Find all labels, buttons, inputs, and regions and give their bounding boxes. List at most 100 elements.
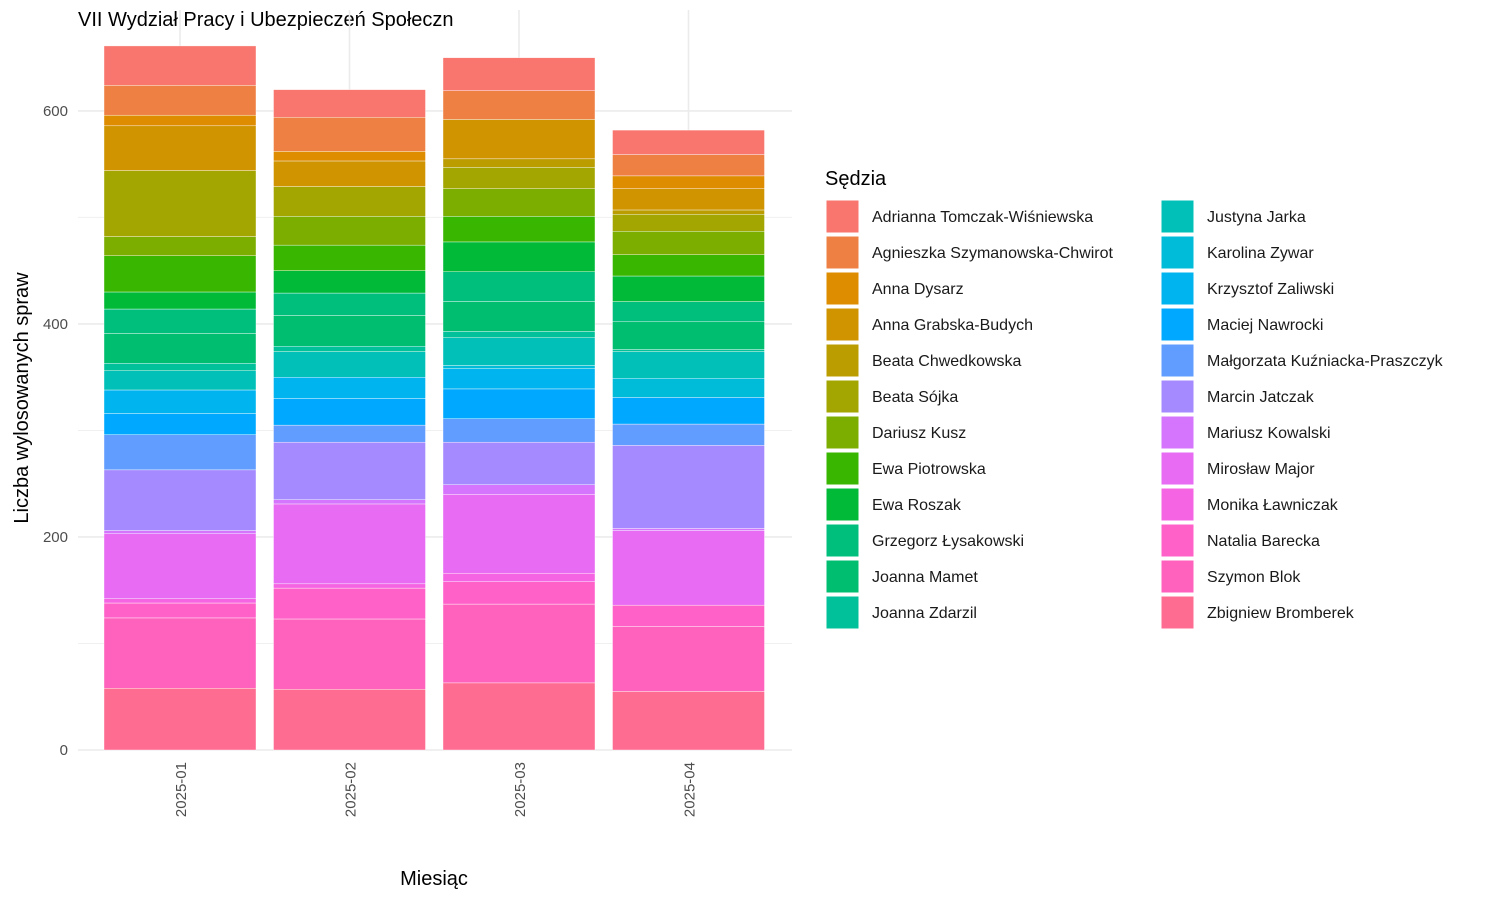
bar-segment [273,587,426,620]
bar-segment [612,231,765,255]
bar-segment [442,167,596,189]
bar-segment [273,351,426,378]
legend-key [1160,379,1195,414]
bar-segment [442,57,596,91]
legend-key [1160,307,1195,342]
bar-segment [612,209,765,215]
legend-key [825,271,860,306]
bar-segment [103,236,257,256]
bar-segment [612,530,765,606]
bar-segment [103,469,257,531]
bar-segment [442,418,596,443]
bar-segment [103,255,257,293]
legend-key [825,235,860,270]
legend-label: Małgorzata Kuźniacka-Praszczyk [1207,353,1444,370]
bar-segment [103,170,257,237]
legend-label: Joanna Zdarzil [872,605,977,622]
bar-segment [442,331,596,338]
bar-segment [612,423,765,446]
bar-segment [612,154,765,177]
bar-segment [103,434,257,471]
legend-label: Anna Dysarz [872,281,964,298]
bar-segment [103,533,257,599]
bar-segment [442,494,596,574]
legend-label: Anna Grabska-Budych [872,317,1033,334]
legend-label: Natalia Barecka [1207,533,1320,550]
bar-segment [103,389,257,414]
legend-label: Mariusz Kowalski [1207,425,1331,442]
bar-segment [612,175,765,189]
bar-segment [273,346,426,352]
x-tick-label: 2025-02 [343,762,360,817]
legend-label: Grzegorz Łysakowski [872,533,1024,550]
legend-key [1160,451,1195,486]
legend-label: Zbigniew Bromberek [1207,605,1355,622]
bar-segment [612,378,765,398]
bar-segment [612,691,765,751]
x-tick-label: 2025-04 [682,762,699,817]
bar-segment [442,216,596,243]
bar-segment [612,188,765,211]
legend-label: Karolina Zywar [1207,245,1314,262]
legend-label: Joanna Mamet [872,569,978,586]
legend-key [1160,559,1195,594]
bar-segment [103,114,257,127]
bar-segment [612,397,765,425]
chart-title: VII Wydział Pracy i Ubezpieczeń Społeczn [78,9,454,31]
legend-key [1160,271,1195,306]
x-tick-label: 2025-01 [173,762,190,817]
legend-key [825,487,860,522]
bar-segment [442,603,596,684]
legend: Sędzia Adrianna Tomczak-Wiśniewska Agnies… [825,168,1444,630]
bar-segment [103,308,257,334]
y-tick-labels: 0 200 400 600 [43,103,68,759]
y-tick-label: 200 [43,529,68,546]
legend-title: Sędzia [825,168,887,190]
bar-segment [273,151,426,162]
bar-segment [442,388,596,419]
legend-label: Szymon Blok [1207,569,1301,586]
legend-label: Ewa Roszak [872,497,962,514]
bar-segment [103,291,257,310]
legend-label: Mirosław Major [1207,461,1315,478]
bar-segment [273,689,426,751]
legend-key [825,523,860,558]
bar-segment [612,214,765,232]
bar-segment [442,682,596,751]
y-axis-title: Liczba wylosowanych spraw [11,272,33,524]
x-tick-label: 2025-03 [512,762,529,817]
legend-key [1160,343,1195,378]
bar-segment [612,349,765,352]
bar-segment [273,618,426,690]
bar-segment [442,241,596,272]
bar-segment [273,186,426,217]
bar-segment [103,530,257,534]
legend-key [1160,595,1195,630]
legend-label: Monika Ławniczak [1207,497,1339,514]
bar-segment [273,160,426,187]
legend-key [825,379,860,414]
bar-segment [442,158,596,168]
legend-key [825,199,860,234]
legend-label: Adrianna Tomczak-Wiśniewska [872,209,1093,226]
bar-segment [442,301,596,332]
bar-segment [103,598,257,604]
legend-key [825,559,860,594]
bar-segment [103,370,257,391]
bar-segment [273,376,426,399]
bar-segment [273,424,426,443]
bar-segment [273,499,426,505]
bar-segment [273,398,426,426]
x-axis-title: Miesiąc [400,868,468,890]
bar-segment [273,583,426,589]
bar-segment [273,503,426,585]
bar-segment [442,581,596,605]
bar-segment [273,441,426,500]
bar-segment [612,129,765,155]
y-tick-label: 600 [43,103,68,120]
bar-segment [612,321,765,350]
legend-key [1160,235,1195,270]
legend-key [825,415,860,450]
bar-segment [612,445,765,529]
bar-segment [612,254,765,277]
